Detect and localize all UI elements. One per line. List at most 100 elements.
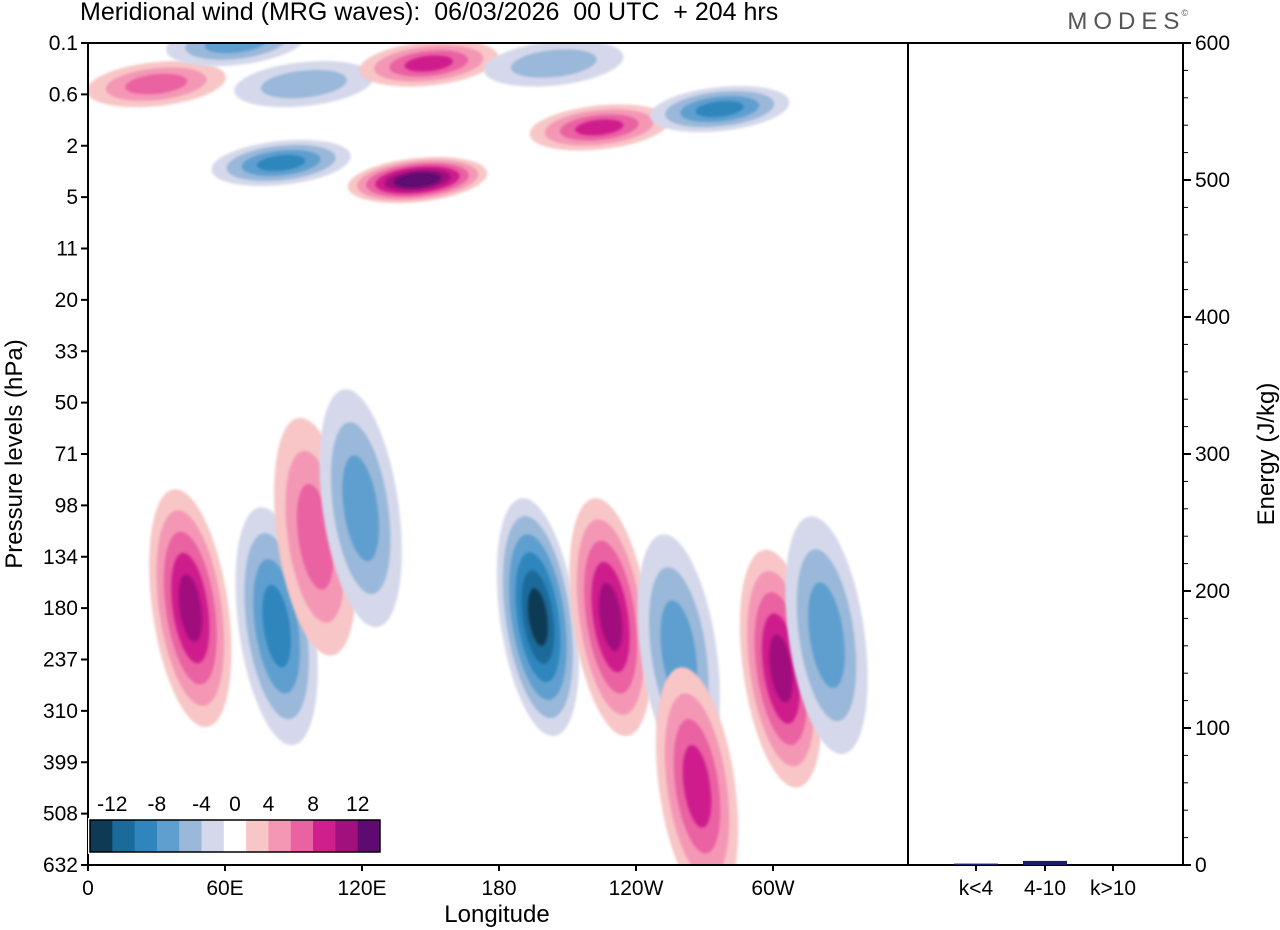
wind-contour-band: [769, 634, 793, 703]
energy-tick-label: 100: [1195, 717, 1230, 740]
energy-tick-label: 400: [1195, 306, 1230, 329]
x-tick-label: 120E: [337, 877, 386, 900]
colorbar-label: 12: [346, 793, 369, 816]
y-tick-label: 20: [55, 289, 78, 312]
wind-contour-band: [262, 584, 291, 668]
wind-field: [88, 43, 868, 865]
energy-tick-label: 0: [1195, 854, 1207, 877]
wind-contour-band: [185, 43, 287, 60]
energy-axis-title: Energy (J/kg): [1253, 383, 1280, 526]
x-axis: 0 60E 120E 180 120W 60W: [82, 865, 795, 900]
x-axis-title: Longitude: [444, 901, 549, 928]
chart-title: Meridional wind (MRG waves): 06/03/2026 …: [80, 0, 779, 26]
y-tick-label: 399: [43, 751, 78, 774]
x-tick-label: 60W: [751, 877, 794, 900]
colorbar-swatch: [156, 820, 180, 852]
y-tick-label: 134: [43, 546, 78, 569]
colorbar-swatch: [246, 820, 269, 852]
y-tick-label: 50: [55, 392, 78, 415]
x-tick-label: 60E: [206, 877, 243, 900]
colorbar-swatch: [201, 820, 225, 852]
wind-contour-band: [682, 744, 712, 828]
y-tick-label: 310: [43, 700, 78, 723]
energy-bar: [1023, 860, 1067, 865]
colorbar-border: [89, 819, 381, 853]
wind-contour-band: [510, 49, 597, 78]
colorbar-swatch: [90, 820, 113, 852]
colorbar-swatch: [223, 820, 247, 852]
energy-category-label: k<4: [959, 877, 994, 900]
y-tick-label: 5: [66, 186, 78, 209]
y-axis: 0.1 0.6 2 5 11 20 33 50 71 98 134 180 237 310 399 508 63…: [43, 32, 88, 877]
energy-panel-frame: [907, 42, 1184, 866]
colorbar-label: -12: [97, 793, 127, 816]
modes-logo: MODES©: [1067, 8, 1188, 35]
y-tick-label: 508: [43, 803, 78, 826]
wind-contour-band: [342, 455, 380, 562]
wind-cell: [359, 43, 499, 87]
y-tick-label: 0.1: [49, 32, 78, 55]
wind-contour-band: [695, 101, 744, 118]
colorbar-label: 8: [307, 793, 319, 816]
colorbar: -12 -8 -4 0 4 8 12: [88, 793, 382, 854]
colorbar-swatch: [357, 820, 381, 852]
wind-contour-band: [178, 574, 203, 643]
energy-axis: 0 100 200 300 400 500 600: [1183, 32, 1230, 877]
energy-bars: k<4 4-10 k>10: [954, 860, 1136, 900]
y-tick-label: 71: [55, 443, 78, 466]
wind-contour-band: [575, 119, 624, 136]
wind-contour-band: [404, 55, 453, 72]
wind-cell: [211, 139, 351, 186]
y-tick-label: 98: [55, 494, 78, 517]
wind-cell: [655, 667, 739, 865]
x-tick-label: 120W: [609, 877, 664, 900]
wind-cell: [234, 61, 374, 108]
energy-category-label: 4-10: [1024, 877, 1066, 900]
colorbar-swatch: [313, 820, 336, 852]
wind-contour-band: [125, 73, 188, 95]
colorbar-swatch: [335, 820, 359, 852]
wind-cell: [149, 489, 232, 728]
colorbar-swatch: [112, 820, 136, 852]
energy-tick-label: 200: [1195, 580, 1230, 603]
wind-cell: [347, 156, 488, 204]
y-tick-label: 0.6: [49, 83, 78, 106]
energy-tick-label: 500: [1195, 169, 1230, 192]
energy-category-label: k>10: [1090, 877, 1136, 900]
wind-contour-band: [808, 582, 845, 689]
colorbar-swatch: [290, 820, 314, 852]
wind-cell: [496, 498, 580, 737]
wind-contour-band: [598, 583, 623, 652]
x-tick-label: 180: [481, 877, 516, 900]
y-axis-title: Pressure levels (hPa): [1, 339, 28, 568]
energy-tick-label: 300: [1195, 443, 1230, 466]
wind-cell: [785, 516, 868, 755]
wind-cell: [484, 43, 624, 87]
wind-cell: [319, 389, 402, 628]
wind-contour-band: [402, 175, 433, 185]
y-tick-label: 33: [55, 340, 78, 363]
y-tick-label: 237: [43, 649, 78, 672]
colorbar-swatch: [179, 820, 203, 852]
colorbar-swatch: [268, 820, 292, 852]
y-tick-label: 2: [66, 135, 78, 158]
wind-cell: [529, 104, 669, 151]
y-tick-label: 180: [43, 597, 78, 620]
wind-contour-band: [261, 69, 347, 99]
wind-contour-band: [527, 588, 548, 646]
colorbar-swatch: [134, 820, 158, 852]
colorbar-label: 0: [229, 793, 241, 816]
x-tick-label: 0: [82, 877, 94, 900]
wind-cell: [88, 61, 226, 108]
y-tick-label: 11: [56, 238, 78, 261]
energy-bar: [954, 863, 998, 865]
wind-contour-band: [256, 154, 306, 171]
colorbar-label: 4: [263, 793, 275, 816]
energy-tick-label: 600: [1195, 32, 1230, 55]
wind-cell: [569, 498, 652, 737]
colorbar-label: -4: [192, 793, 211, 816]
wind-cell: [650, 86, 790, 133]
y-tick-label: 632: [43, 854, 78, 877]
colorbar-label: -8: [148, 793, 167, 816]
